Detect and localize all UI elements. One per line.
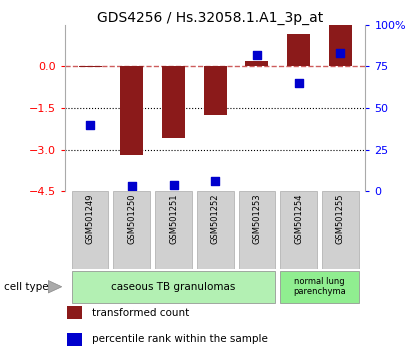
Text: GSM501254: GSM501254 bbox=[294, 194, 303, 244]
Point bbox=[254, 52, 260, 58]
Bar bbox=[155, 191, 192, 269]
Bar bbox=[280, 271, 359, 303]
Bar bbox=[245, 61, 268, 67]
Text: GSM501255: GSM501255 bbox=[336, 194, 345, 244]
Text: GDS4256 / Hs.32058.1.A1_3p_at: GDS4256 / Hs.32058.1.A1_3p_at bbox=[97, 11, 323, 25]
Text: caseous TB granulomas: caseous TB granulomas bbox=[111, 282, 236, 292]
Bar bbox=[113, 191, 150, 269]
Text: transformed count: transformed count bbox=[92, 308, 190, 318]
Point bbox=[295, 80, 302, 86]
Bar bbox=[67, 306, 82, 319]
Point bbox=[170, 182, 177, 187]
Text: GSM501253: GSM501253 bbox=[252, 194, 262, 244]
Text: percentile rank within the sample: percentile rank within the sample bbox=[92, 335, 268, 344]
Point bbox=[212, 178, 218, 184]
Bar bbox=[204, 67, 227, 115]
Bar bbox=[280, 191, 317, 269]
Bar bbox=[67, 333, 82, 346]
Bar bbox=[121, 67, 143, 155]
Point bbox=[87, 122, 94, 127]
Text: cell type: cell type bbox=[4, 282, 49, 292]
Text: normal lung
parenchyma: normal lung parenchyma bbox=[293, 277, 346, 296]
Text: GSM501249: GSM501249 bbox=[86, 194, 94, 244]
Point bbox=[129, 183, 135, 189]
Bar bbox=[239, 191, 276, 269]
Text: GSM501250: GSM501250 bbox=[127, 194, 136, 244]
Text: GSM501251: GSM501251 bbox=[169, 194, 178, 244]
Text: GSM501252: GSM501252 bbox=[211, 194, 220, 244]
Bar bbox=[287, 34, 310, 67]
Bar bbox=[322, 191, 359, 269]
Point bbox=[337, 50, 344, 56]
Bar bbox=[72, 191, 108, 269]
Bar bbox=[197, 191, 234, 269]
Bar bbox=[329, 25, 352, 67]
Bar bbox=[162, 67, 185, 138]
Polygon shape bbox=[48, 280, 62, 293]
Bar bbox=[72, 271, 276, 303]
